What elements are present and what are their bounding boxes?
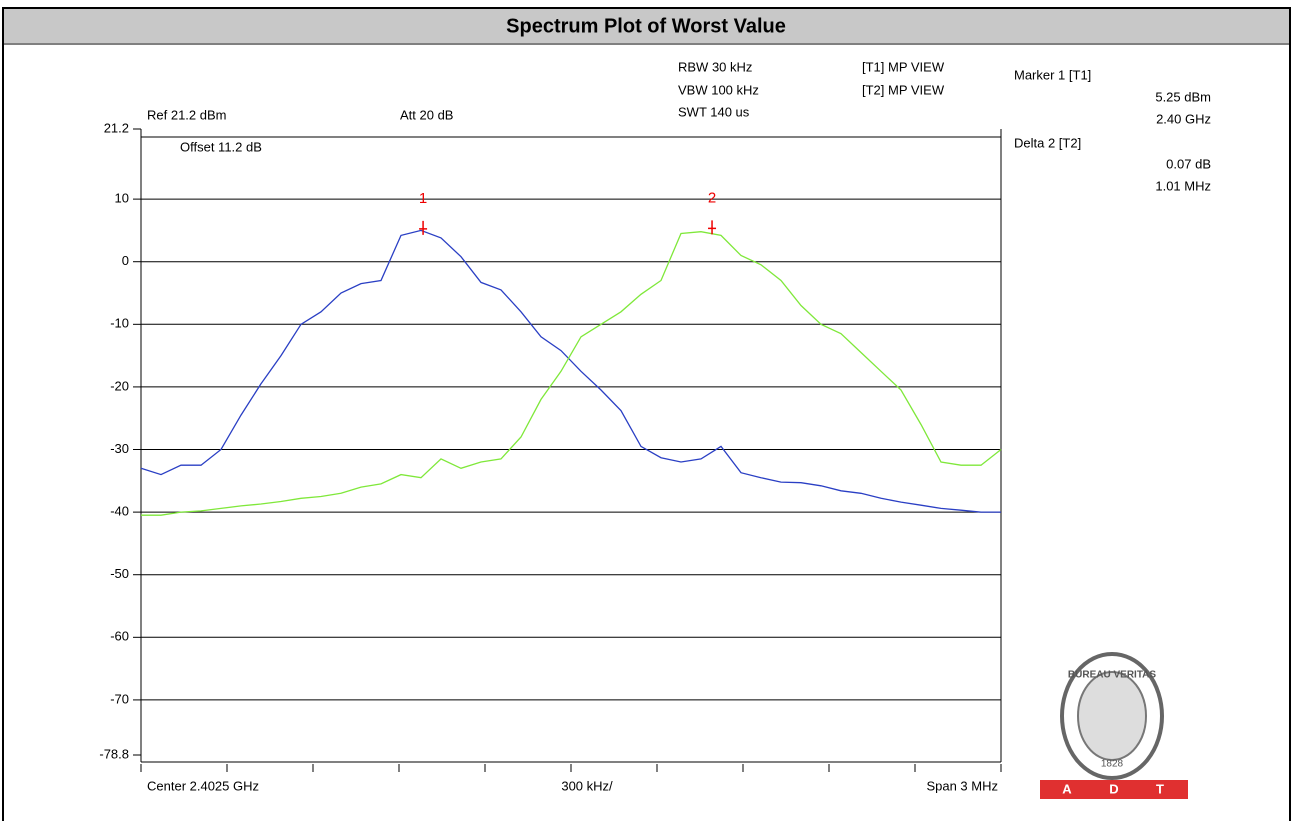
marker-value: 5.25 dBm <box>1155 89 1211 104</box>
legend-entry: [T2] MP VIEW <box>862 82 945 97</box>
logo-letter: A <box>1062 781 1072 796</box>
frame <box>2 7 1291 826</box>
y-tick-label: 0 <box>122 253 129 268</box>
marker <box>419 220 428 235</box>
swt: SWT 140 us <box>678 104 750 119</box>
title: Spectrum Plot of Worst Value <box>506 15 786 37</box>
logo-bar <box>1040 780 1188 799</box>
legend-entry: [T1] MP VIEW <box>862 59 945 74</box>
logo-text: BUREAU VERITAS <box>1068 670 1156 681</box>
y-tick-label: 10 <box>115 191 129 206</box>
y-tick-label: -78.8 <box>99 746 129 761</box>
y-tick-label: -20 <box>110 378 129 393</box>
y-tick-label: -60 <box>110 629 129 644</box>
y-tick-label: -70 <box>110 691 129 706</box>
ref-level: Ref 21.2 dBm <box>147 107 227 122</box>
marker <box>708 220 717 235</box>
x-label: Center 2.4025 GHz <box>147 778 259 793</box>
y-tick-label: -50 <box>110 566 129 581</box>
y-tick-label: -10 <box>110 316 129 331</box>
trace <box>140 229 1001 513</box>
offset: Offset 11.2 dB <box>180 139 262 154</box>
rbw: RBW 30 kHz <box>678 59 752 74</box>
marker-name: Marker 1 [T1] <box>1014 67 1091 82</box>
x-label: 300 kHz/ <box>561 778 613 793</box>
y-tick-label: -40 <box>110 504 129 519</box>
x-label: Span 3 MHz <box>926 778 998 793</box>
marker-label: 1 <box>419 190 427 207</box>
logo-letter: T <box>1156 781 1164 796</box>
trace <box>141 231 1002 516</box>
y-tick-label: -30 <box>110 441 129 456</box>
attenuation: Att 20 dB <box>400 107 453 122</box>
marker-freq: 2.40 GHz <box>1156 111 1211 126</box>
vbw: VBW 100 kHz <box>678 82 759 97</box>
title-bar <box>4 9 1289 43</box>
y-tick-label: 21.2 <box>104 120 129 135</box>
logo-core <box>1077 671 1147 761</box>
marker-name: Delta 2 [T2] <box>1014 135 1081 150</box>
logo-year: 1828 <box>1101 759 1124 770</box>
marker-freq: 1.01 MHz <box>1155 178 1211 193</box>
marker-label: 2 <box>708 189 716 206</box>
logo: BUREAU VERITAS 1828 A D T <box>1040 652 1188 799</box>
marker-value: 0.07 dB <box>1166 156 1211 171</box>
logo-letter: D <box>1109 781 1118 796</box>
